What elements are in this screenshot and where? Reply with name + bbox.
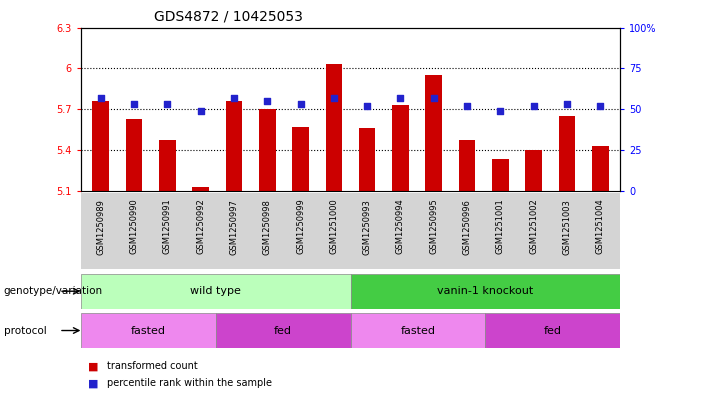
Text: GSM1251001: GSM1251001: [496, 199, 505, 254]
Bar: [81, 313, 216, 348]
Text: GSM1251004: GSM1251004: [596, 199, 605, 254]
Text: wild type: wild type: [190, 286, 241, 296]
Bar: [392, 105, 409, 191]
Point: [295, 101, 306, 107]
Bar: [492, 159, 509, 191]
Point: [195, 108, 206, 114]
Text: GSM1251000: GSM1251000: [329, 199, 339, 254]
Point: [162, 101, 173, 107]
Bar: [350, 274, 620, 309]
Text: percentile rank within the sample: percentile rank within the sample: [107, 378, 272, 388]
Bar: [458, 140, 475, 191]
Point: [594, 103, 606, 109]
Text: GSM1250992: GSM1250992: [196, 199, 205, 254]
Text: GSM1250991: GSM1250991: [163, 199, 172, 254]
Point: [362, 103, 373, 109]
Text: GSM1251003: GSM1251003: [563, 199, 571, 255]
Point: [562, 101, 573, 107]
Text: genotype/variation: genotype/variation: [4, 286, 102, 296]
Bar: [93, 101, 109, 191]
Text: fed: fed: [544, 325, 562, 336]
Text: fasted: fasted: [130, 325, 165, 336]
Bar: [292, 127, 309, 191]
Bar: [485, 313, 620, 348]
Bar: [125, 119, 142, 191]
Bar: [216, 313, 350, 348]
Bar: [192, 187, 209, 191]
Text: GSM1250993: GSM1250993: [362, 199, 372, 255]
Text: GSM1250998: GSM1250998: [263, 199, 272, 255]
Point: [428, 94, 440, 101]
Bar: [426, 75, 442, 191]
Text: GSM1250996: GSM1250996: [463, 199, 472, 255]
Point: [95, 94, 107, 101]
Text: ■: ■: [88, 361, 98, 371]
Text: GSM1250990: GSM1250990: [130, 199, 138, 254]
Text: GSM1250995: GSM1250995: [429, 199, 438, 254]
Text: vanin-1 knockout: vanin-1 knockout: [437, 286, 533, 296]
Bar: [359, 128, 376, 191]
Point: [229, 94, 240, 101]
Bar: [226, 101, 243, 191]
Text: ■: ■: [88, 378, 98, 388]
Bar: [81, 274, 350, 309]
Point: [528, 103, 539, 109]
Point: [128, 101, 139, 107]
Text: GSM1250999: GSM1250999: [296, 199, 305, 254]
Text: protocol: protocol: [4, 325, 46, 336]
Bar: [259, 109, 275, 191]
Bar: [159, 140, 175, 191]
Text: fasted: fasted: [400, 325, 435, 336]
Point: [461, 103, 472, 109]
Bar: [325, 64, 342, 191]
Bar: [526, 150, 542, 191]
Text: GSM1250989: GSM1250989: [96, 199, 105, 255]
Text: GDS4872 / 10425053: GDS4872 / 10425053: [154, 10, 303, 24]
Bar: [592, 146, 608, 191]
Point: [395, 94, 406, 101]
Text: GSM1251002: GSM1251002: [529, 199, 538, 254]
Point: [495, 108, 506, 114]
Point: [261, 98, 273, 104]
Text: GSM1250997: GSM1250997: [229, 199, 238, 255]
Bar: [559, 116, 576, 191]
Bar: [350, 313, 485, 348]
Text: GSM1250994: GSM1250994: [396, 199, 405, 254]
Point: [328, 94, 339, 101]
Text: fed: fed: [274, 325, 292, 336]
Text: transformed count: transformed count: [107, 361, 198, 371]
